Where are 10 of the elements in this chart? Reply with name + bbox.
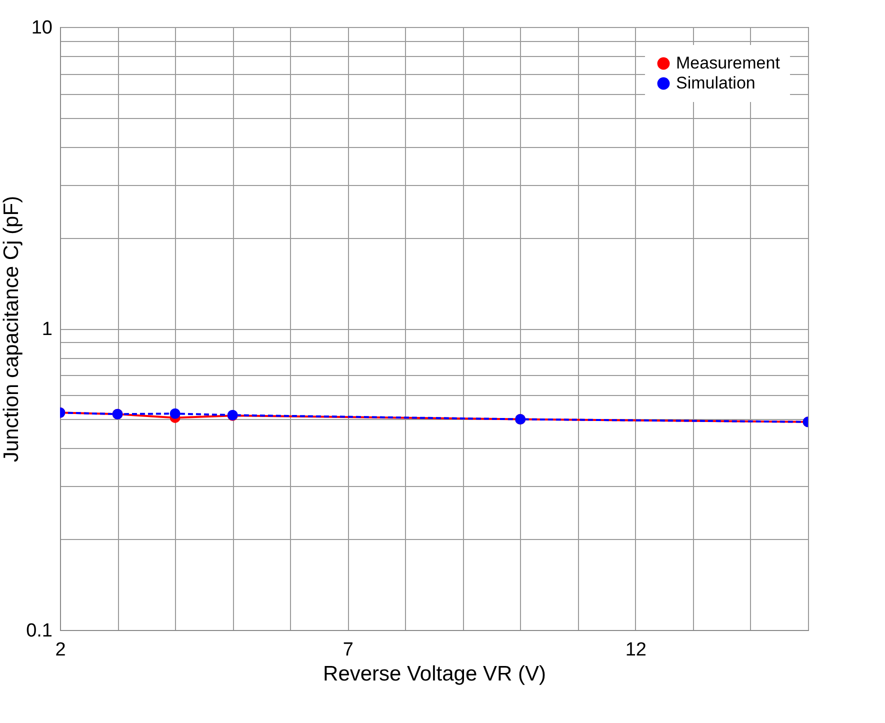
- legend-label: Simulation: [676, 74, 756, 92]
- y-axis-title: Junction capacitance Cj (pF): [0, 196, 24, 462]
- x-tick-label: 7: [342, 640, 354, 660]
- legend-label: Measurement: [676, 54, 780, 72]
- y-tick-label: 1: [42, 319, 52, 340]
- x-tick-label: 12: [625, 640, 646, 660]
- x-tick-label: 2: [55, 640, 66, 660]
- x-axis-title: Reverse Voltage VR (V): [323, 662, 546, 686]
- y-tick-label: 10: [31, 18, 52, 38]
- y-tick-label: 0.1: [26, 620, 52, 642]
